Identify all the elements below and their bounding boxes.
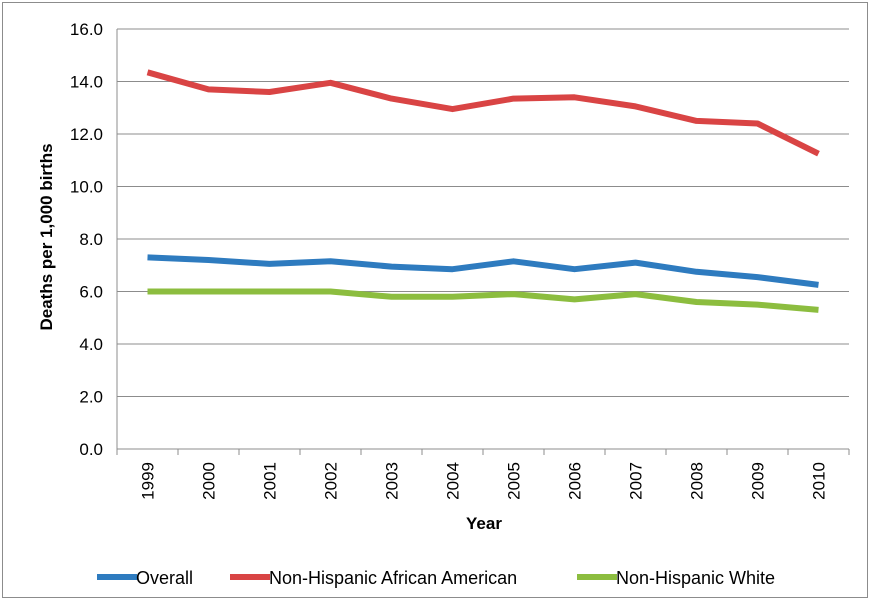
x-tick-label: 2004 — [444, 462, 463, 500]
y-tick-label: 10.0 — [70, 178, 103, 197]
y-axis-title: Deaths per 1,000 births — [37, 143, 56, 330]
series-line-overall — [147, 254, 819, 288]
x-tick-label: 2008 — [688, 462, 707, 500]
x-axis-title: Year — [466, 514, 502, 533]
y-tick-label: 16.0 — [70, 20, 103, 39]
x-tick-label: 2001 — [261, 462, 280, 500]
series-lines — [146, 69, 820, 313]
x-tick-label: 2003 — [383, 462, 402, 500]
y-tick-label: 4.0 — [79, 335, 103, 354]
series-line-non-hispanic-white — [147, 288, 819, 313]
y-tick-label: 8.0 — [79, 230, 103, 249]
legend-label-overall: Overall — [136, 568, 193, 588]
y-tick-label: 12.0 — [70, 125, 103, 144]
x-tick-label: 2007 — [627, 462, 646, 500]
x-tick-label: 1999 — [139, 462, 158, 500]
y-tick-label: 14.0 — [70, 73, 103, 92]
gridlines — [116, 28, 850, 455]
y-tick-label: 6.0 — [79, 283, 103, 302]
x-tick-label: 2006 — [566, 462, 585, 500]
y-tick-label: 2.0 — [79, 388, 103, 407]
x-tick-label: 2005 — [505, 462, 524, 500]
legend: Overall Non-Hispanic African American Non-… — [97, 568, 775, 588]
series-line-non-hispanic-african-american — [146, 69, 820, 157]
y-tick-labels: 0.0 2.0 4.0 6.0 8.0 10.0 12.0 14.0 16.0 — [70, 20, 103, 459]
x-tick-label: 2009 — [749, 462, 768, 500]
x-tick-label: 2002 — [322, 462, 341, 500]
legend-label-non-hispanic-white: Non-Hispanic White — [616, 568, 775, 588]
x-tick-label: 2010 — [810, 462, 829, 500]
x-tick-label: 2000 — [200, 462, 219, 500]
x-tick-labels: 1999 2000 2001 2002 2003 2004 2005 2006 2007 2008… — [139, 462, 829, 500]
legend-label-non-hispanic-african-american: Non-Hispanic African American — [269, 568, 517, 588]
y-tick-label: 0.0 — [79, 440, 103, 459]
